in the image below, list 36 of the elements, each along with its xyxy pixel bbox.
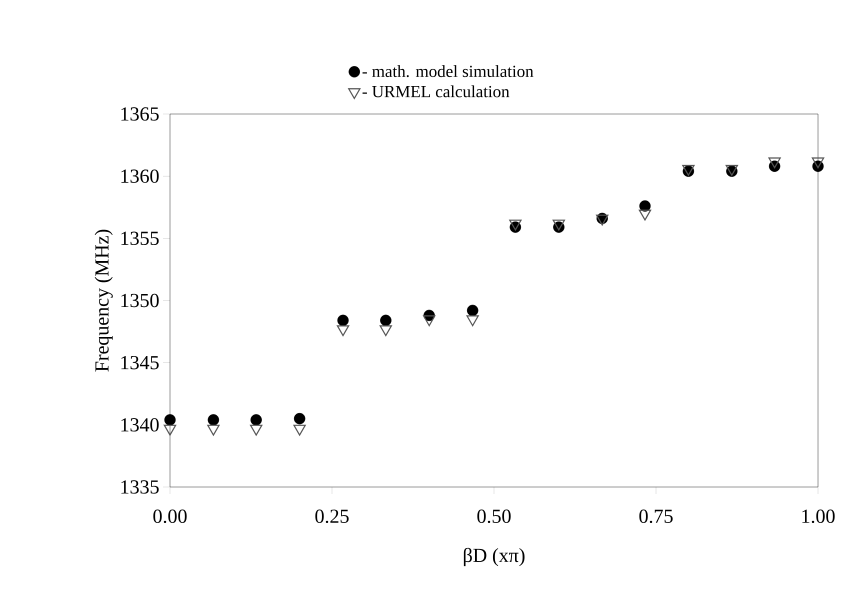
point bbox=[164, 414, 176, 426]
y-tick-label: 1365 bbox=[121, 107, 159, 121]
y-tick-label: 1345 bbox=[121, 356, 159, 370]
point bbox=[423, 315, 436, 326]
y-tick-label: 1360 bbox=[121, 169, 159, 183]
point bbox=[638, 210, 652, 221]
point bbox=[466, 304, 478, 316]
x-tick-label: 0.75 bbox=[639, 510, 673, 524]
point bbox=[293, 424, 306, 436]
point bbox=[208, 414, 220, 426]
point bbox=[250, 424, 262, 436]
point bbox=[768, 157, 781, 168]
x-tick-label: 0.00 bbox=[153, 510, 187, 524]
point bbox=[380, 325, 392, 336]
point bbox=[207, 424, 220, 436]
point bbox=[812, 157, 824, 168]
x-tick-label: 0.25 bbox=[315, 510, 349, 524]
x-axis-title: βD (xπ) bbox=[464, 548, 525, 566]
y-tick-label: 1350 bbox=[121, 294, 159, 308]
point bbox=[509, 220, 522, 230]
point bbox=[294, 412, 306, 424]
point bbox=[380, 314, 392, 326]
point bbox=[164, 424, 176, 436]
y-axis-title: Frequency (MHz) bbox=[94, 230, 113, 372]
point bbox=[337, 314, 349, 326]
legend-label: - URMEL calculation bbox=[362, 85, 510, 98]
y-tick-label: 1355 bbox=[121, 232, 159, 246]
point bbox=[250, 414, 262, 426]
point bbox=[552, 220, 566, 230]
y-tick-label: 1340 bbox=[121, 418, 159, 432]
point bbox=[336, 325, 350, 336]
legend-label: - math. model simulation bbox=[362, 65, 534, 78]
point bbox=[466, 315, 479, 326]
y-tick-label: 1335 bbox=[121, 480, 159, 494]
x-tick-label: 0.50 bbox=[477, 510, 511, 524]
x-tick-label: 1.00 bbox=[802, 510, 835, 524]
